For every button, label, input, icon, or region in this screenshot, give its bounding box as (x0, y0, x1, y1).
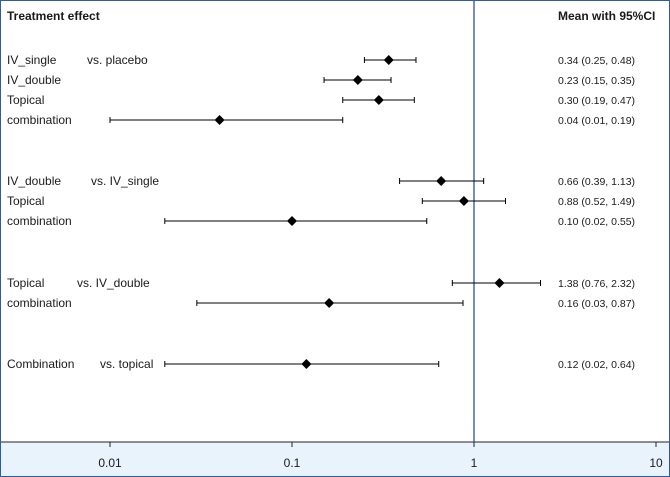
x-axis-ticks: 0.01 0.1 1 10 (98, 442, 663, 470)
comparator-label: vs. IV_double (77, 276, 150, 290)
row-label: combination (7, 113, 72, 127)
mean-marker (214, 115, 225, 125)
row-label: combination (7, 296, 72, 310)
ci-value-text: 0.16 (0.03, 0.87) (558, 298, 635, 310)
forest-row: Topical 0.88 (0.52, 1.49) (7, 194, 635, 208)
x-tick-label: 0.1 (284, 456, 301, 470)
forest-row: Topical vs. IV_double 1.38 (0.76, 2.32) (7, 276, 635, 290)
row-label: Topical (7, 93, 44, 107)
ci-value-text: 0.10 (0.02, 0.55) (558, 216, 635, 228)
ci-value-text: 0.30 (0.19, 0.47) (558, 95, 635, 107)
forest-rows: IV_single vs. placebo 0.34 (0.25, 0.48)IV_… (7, 53, 635, 371)
ci-value-text: 1.38 (0.76, 2.32) (558, 278, 635, 290)
x-axis-band (1, 442, 669, 476)
mean-marker (324, 298, 335, 308)
x-tick-label: 0.01 (98, 456, 122, 470)
forest-row: IV_single vs. placebo 0.34 (0.25, 0.48) (7, 53, 635, 67)
row-label: IV_single (7, 53, 57, 67)
forest-row: IV_double 0.23 (0.15, 0.35) (7, 73, 635, 87)
mean-marker (287, 216, 297, 226)
row-label: combination (7, 214, 72, 228)
mean-marker (436, 176, 447, 186)
row-label: IV_double (7, 174, 61, 188)
comparator-label: vs. placebo (87, 53, 148, 67)
comparator-label: vs. topical (100, 357, 153, 371)
forest-row: Topical 0.30 (0.19, 0.47) (7, 93, 635, 107)
x-tick-label: 1 (471, 456, 478, 470)
forest-row: combination 0.16 (0.03, 0.87) (7, 296, 635, 310)
forest-row: IV_double vs. IV_single 0.66 (0.39, 1.13) (7, 174, 635, 188)
ci-value-text: 0.23 (0.15, 0.35) (558, 75, 635, 87)
header-treatment-effect: Treatment effect (7, 9, 100, 23)
ci-value-text: 0.66 (0.39, 1.13) (558, 176, 635, 188)
ci-value-text: 0.88 (0.52, 1.49) (558, 196, 635, 208)
forest-row: combination 0.04 (0.01, 0.19) (7, 113, 635, 127)
row-label: Topical (7, 194, 44, 208)
forest-row: Combination vs. topical 0.12 (0.02, 0.64) (7, 357, 635, 371)
mean-marker (383, 55, 394, 65)
mean-marker (301, 359, 312, 369)
mean-marker (352, 75, 363, 85)
ci-value-text: 0.34 (0.25, 0.48) (558, 55, 635, 67)
ci-value-text: 0.12 (0.02, 0.64) (558, 359, 635, 371)
forest-row: combination 0.10 (0.02, 0.55) (7, 214, 635, 228)
ci-value-text: 0.04 (0.01, 0.19) (558, 115, 635, 127)
row-label: IV_double (7, 73, 61, 87)
row-label: Topical (7, 276, 44, 290)
row-label: Combination (7, 357, 74, 371)
mean-marker (494, 278, 505, 288)
header-mean-ci: Mean with 95%CI (558, 9, 655, 23)
mean-marker (458, 196, 469, 206)
comparator-label: vs. IV_single (91, 174, 159, 188)
x-tick-label: 10 (649, 456, 663, 470)
mean-marker (373, 95, 384, 105)
